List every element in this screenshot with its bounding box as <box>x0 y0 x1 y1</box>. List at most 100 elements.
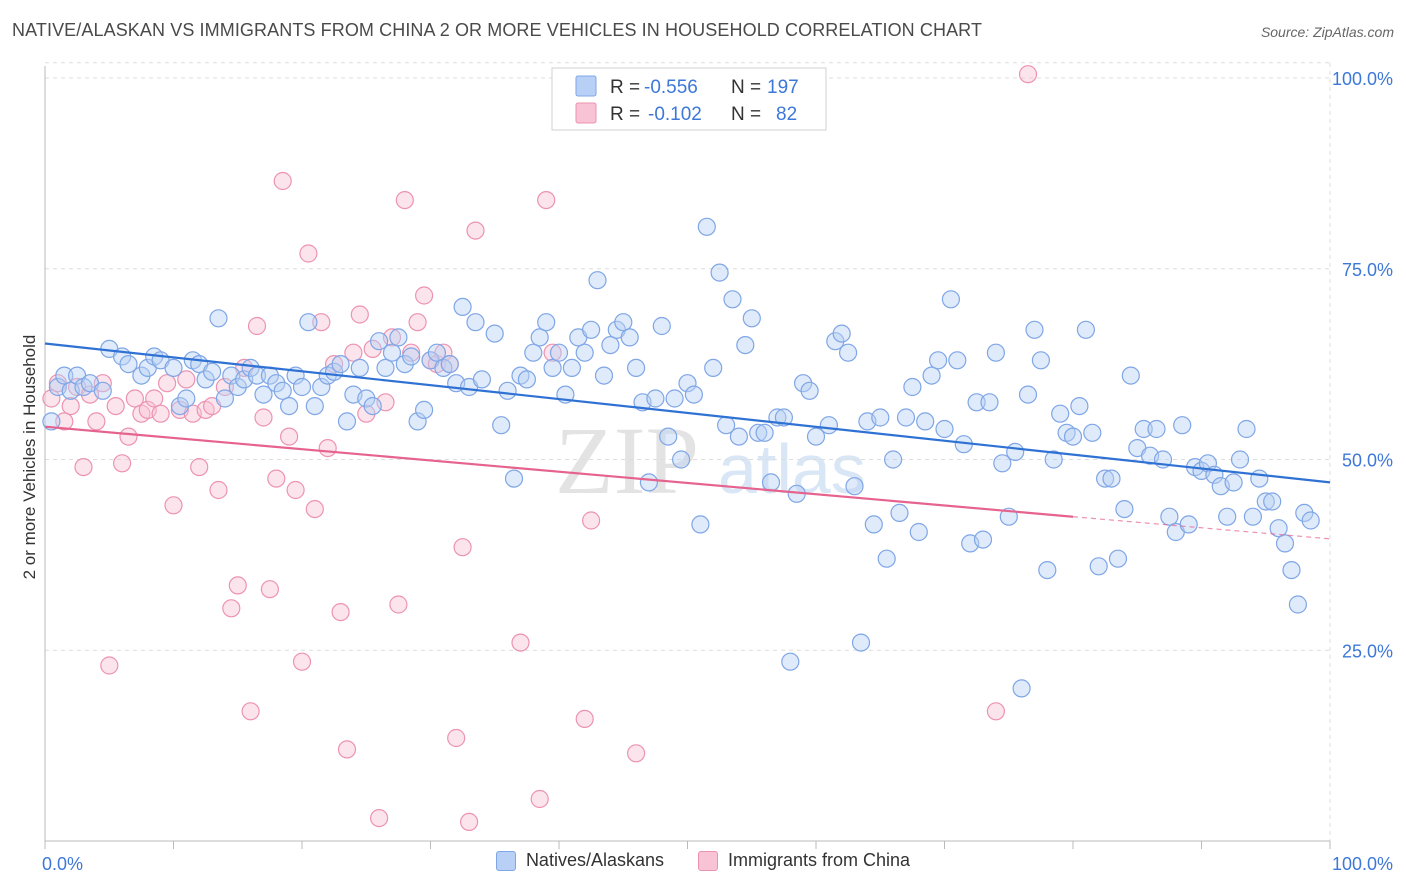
trend-line-china <box>44 425 1074 518</box>
legend-n-label-2: N = <box>731 104 761 125</box>
china-point <box>581 511 601 530</box>
natives-point <box>363 397 382 416</box>
natives-point <box>203 362 222 381</box>
natives-point <box>1063 427 1083 446</box>
natives-point <box>93 381 112 400</box>
natives-point <box>273 381 292 400</box>
natives-point <box>543 358 562 377</box>
natives-point <box>736 336 755 355</box>
china-point <box>357 404 376 423</box>
natives-point <box>1198 454 1218 473</box>
natives-point <box>1012 679 1031 698</box>
natives-point <box>1237 419 1256 439</box>
natives-point <box>684 385 704 404</box>
legend-item-natives: Natives/Alaskans <box>495 850 664 871</box>
natives-point <box>1250 469 1269 488</box>
natives-point <box>774 408 794 427</box>
natives-point <box>1134 419 1153 439</box>
y-tick-label: 25.0% <box>1342 641 1393 661</box>
china-point <box>312 313 331 332</box>
natives-point <box>1218 507 1237 526</box>
china-point <box>209 480 228 500</box>
natives-point <box>729 427 749 446</box>
y-tick-label: 50.0% <box>1342 451 1393 471</box>
natives-point <box>440 355 459 374</box>
china-point <box>247 316 267 336</box>
china-point <box>447 728 466 748</box>
china-point <box>626 744 646 763</box>
natives-point <box>1263 492 1282 511</box>
natives-point <box>710 263 729 282</box>
china-point <box>93 374 112 393</box>
china-point <box>125 389 144 408</box>
china-point <box>145 389 164 408</box>
china-point <box>331 602 350 622</box>
china-point <box>453 538 472 557</box>
china-point <box>112 454 132 473</box>
legend-n-value-1: 197 <box>767 77 799 98</box>
natives-point <box>1115 500 1134 519</box>
natives-point <box>1018 385 1038 404</box>
natives-point <box>588 271 607 290</box>
legend-swatch-china <box>698 850 718 871</box>
natives-point <box>402 347 421 366</box>
natives-point <box>826 332 845 351</box>
axes <box>44 66 1331 849</box>
x-tick-label-max: 100.0% <box>1332 854 1393 874</box>
natives-point <box>922 366 941 385</box>
legend-swatch-blue <box>575 75 597 97</box>
legend-swatch-pink <box>575 102 597 124</box>
natives-point <box>1121 366 1140 385</box>
china-point <box>190 458 209 477</box>
natives-point <box>177 389 196 408</box>
china-point <box>408 313 427 332</box>
china-point <box>402 343 421 362</box>
natives-point <box>228 377 247 397</box>
natives-point <box>299 313 318 332</box>
natives-point <box>1269 519 1288 538</box>
legend-top: R = -0.556 N = 197 R = -0.102 N = 82 <box>551 67 827 131</box>
natives-point <box>916 412 935 431</box>
series-natives-alaskans-points <box>42 217 1320 698</box>
legend-box <box>551 67 827 131</box>
china-point <box>337 740 357 759</box>
china-point <box>119 427 138 446</box>
natives-point <box>305 397 324 416</box>
china-point <box>254 408 273 427</box>
china-point <box>318 439 337 458</box>
natives-point <box>1031 351 1051 370</box>
natives-point <box>928 351 948 370</box>
natives-point <box>408 412 427 431</box>
natives-point <box>549 343 569 362</box>
natives-point <box>890 503 909 523</box>
china-point <box>344 343 363 362</box>
natives-point <box>209 309 228 328</box>
x-tick-label-min: 0.0% <box>42 854 83 874</box>
natives-point <box>646 389 665 408</box>
natives-point <box>357 389 376 408</box>
legend-label-china: Immigrants from China <box>728 850 911 870</box>
natives-point <box>267 374 286 393</box>
natives-point <box>800 381 819 400</box>
natives-point <box>1160 507 1179 526</box>
natives-point <box>1282 560 1301 580</box>
natives-point <box>594 366 614 385</box>
natives-point <box>472 370 491 389</box>
watermark-atlas: atlas <box>718 430 866 508</box>
china-point <box>460 812 479 832</box>
china-point <box>389 595 408 614</box>
natives-point <box>903 377 922 397</box>
natives-point <box>1147 419 1166 439</box>
natives-point <box>601 336 620 355</box>
natives-point <box>620 328 639 347</box>
china-point <box>280 427 299 446</box>
china-point <box>164 496 183 515</box>
natives-point <box>896 408 916 427</box>
natives-point <box>973 530 993 549</box>
natives-point <box>1006 442 1025 461</box>
natives-point <box>1095 469 1115 488</box>
natives-point <box>1051 404 1070 423</box>
legend-bottom: Natives/Alaskans Immigrants from China <box>0 850 1406 871</box>
natives-point <box>691 515 710 534</box>
y-tick-label: 75.0% <box>1342 260 1393 280</box>
